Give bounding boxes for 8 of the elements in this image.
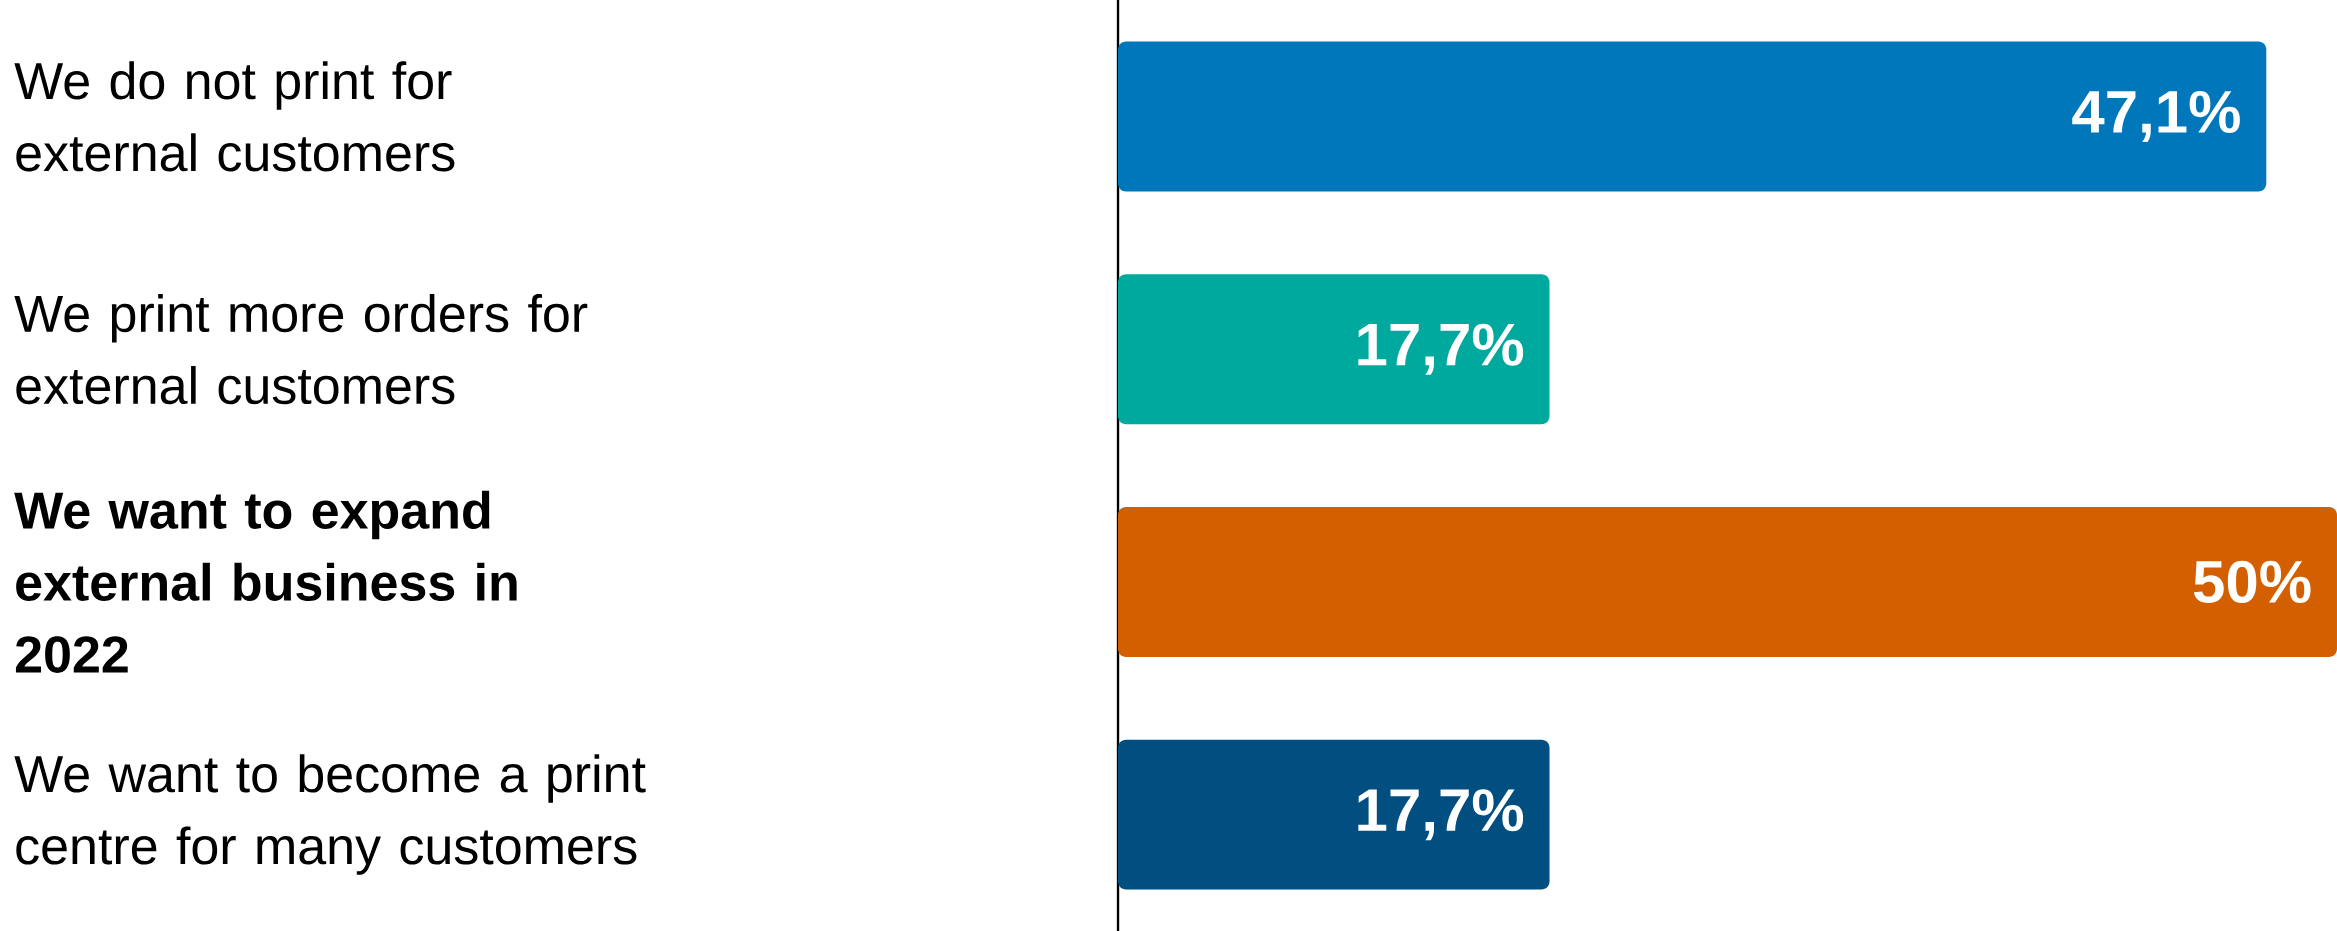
data-label: 17,7% (1358, 323, 1524, 375)
data-label: 47,1% (2072, 90, 2240, 142)
y-tick-label: We do not print for external customers (14, 61, 455, 172)
data-label: 17,7% (1358, 789, 1524, 841)
data-label: 50% (2193, 560, 2311, 604)
y-tick-label: We want to expand external business in 2022 (14, 490, 517, 673)
y-tick-label: We print more orders for external customers (14, 294, 588, 405)
y-tick-label: We want to become a print centre for many customers (14, 754, 646, 875)
